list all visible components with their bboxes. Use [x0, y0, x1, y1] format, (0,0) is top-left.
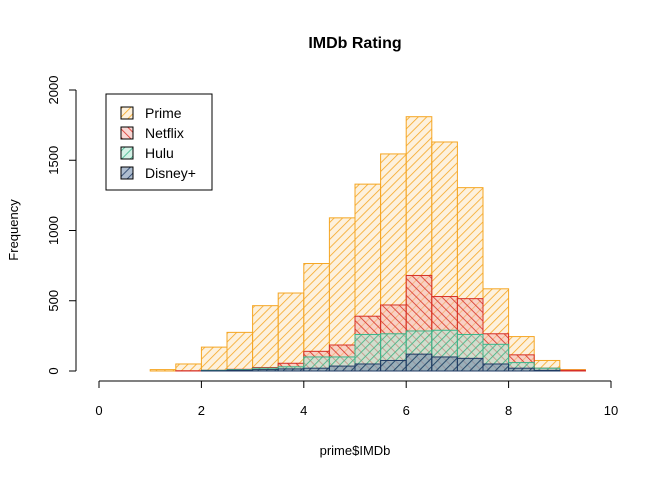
bar-disney-3.5-4 — [277, 368, 305, 372]
bar-disney-8.5-9 — [533, 369, 561, 372]
bar-disney-5.5-6 — [380, 359, 407, 372]
x-tick-label: 8 — [505, 403, 512, 418]
bar-disney-2.5-3 — [226, 369, 254, 372]
x-tick-label: 0 — [95, 403, 102, 418]
bar-disney-3-3.5 — [252, 369, 279, 372]
bar-disney-6-6.5 — [405, 353, 433, 372]
legend-swatch-hulu — [120, 146, 134, 160]
legend-swatch-disney — [120, 166, 134, 180]
y-tick-label: 500 — [46, 290, 61, 312]
bar-disney-8-8.5 — [508, 367, 535, 372]
x-tick-label: 6 — [403, 403, 410, 418]
bar-prime-1-1.5 — [149, 369, 177, 372]
x-axis-label: prime$IMDb — [320, 443, 391, 458]
bar-netflix-9-9.5 — [559, 369, 586, 372]
y-tick-label: 0 — [46, 367, 61, 374]
x-tick-label: 2 — [198, 403, 205, 418]
y-axis-label: Frequency — [6, 199, 21, 261]
y-tick-label: 2000 — [46, 76, 61, 105]
bar-prime-1.5-2 — [175, 363, 202, 372]
chart-title: IMDb Rating — [308, 35, 401, 52]
bars-layer — [149, 116, 586, 372]
x-tick-label: 10 — [604, 403, 618, 418]
legend-swatch-netflix — [120, 126, 134, 140]
bar-prime-3-3.5 — [252, 305, 279, 372]
bar-disney-4-4.5 — [303, 367, 330, 372]
legend-label-prime: Prime — [145, 105, 182, 121]
bar-prime-3.5-4 — [277, 292, 305, 372]
y-tick-label: 1500 — [46, 146, 61, 175]
legend: Prime Netflix Hulu Disney+ — [105, 93, 213, 191]
bar-disney-7.5-8 — [482, 363, 510, 372]
bar-prime-2.5-3 — [226, 331, 254, 372]
legend-swatch-prime — [120, 106, 134, 120]
bar-disney-6.5-7 — [431, 356, 458, 372]
bar-disney-5-5.5 — [354, 363, 382, 372]
x-tick-label: 4 — [300, 403, 307, 418]
bar-disney-4.5-5 — [328, 365, 356, 372]
axes-layer: 0 2 4 6 8 10 0 500 1000 1500 2000 — [46, 76, 618, 418]
bar-prime-2-2.5 — [200, 346, 228, 372]
legend-label-netflix: Netflix — [145, 125, 184, 141]
legend-label-disney: Disney+ — [145, 165, 196, 181]
y-tick-label: 1000 — [46, 216, 61, 245]
bar-disney-7-7.5 — [456, 357, 484, 372]
legend-label-hulu: Hulu — [145, 145, 174, 161]
